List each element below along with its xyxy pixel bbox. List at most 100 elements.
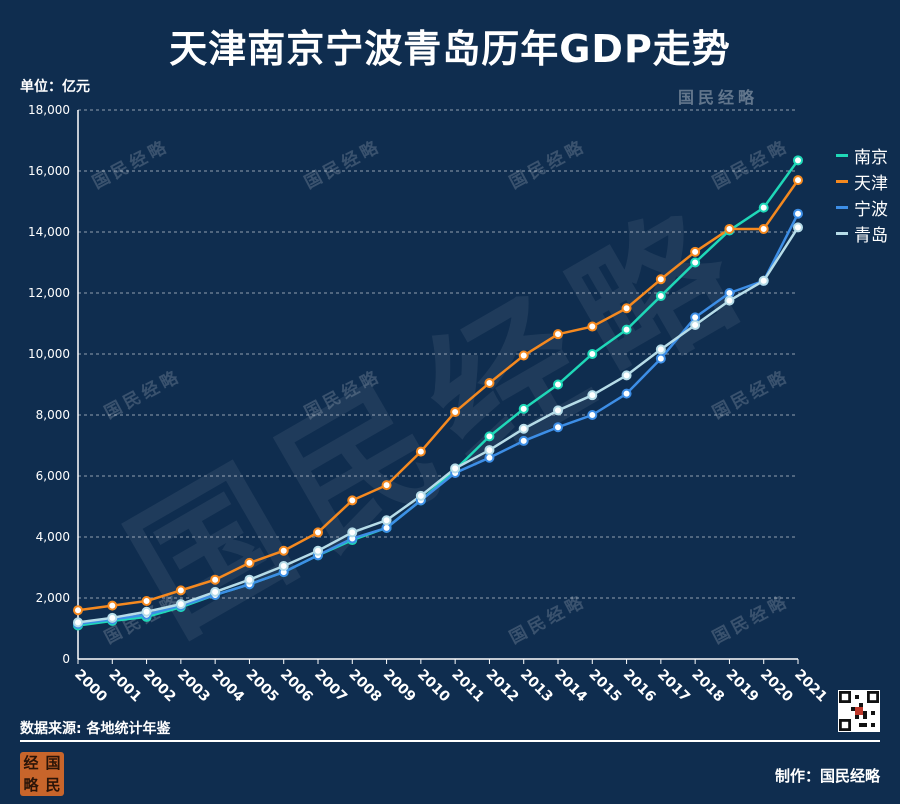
legend-label: 天津 (854, 173, 888, 194)
data-point (690, 246, 701, 257)
data-point (73, 617, 83, 628)
y-tick-label: 10,000 (28, 347, 70, 361)
qr-code (838, 690, 880, 732)
data-point (655, 353, 666, 364)
data-point (518, 435, 529, 446)
legend-swatch (836, 179, 848, 183)
data-point (141, 606, 152, 617)
data-point (415, 446, 426, 457)
data-point (313, 545, 323, 556)
data-point (587, 390, 598, 401)
data-point (313, 527, 323, 538)
unit-label: 单位：亿元 (20, 79, 90, 95)
y-tick-label: 8,000 (36, 408, 70, 422)
data-point (758, 275, 769, 286)
y-tick-label: 2,000 (36, 591, 70, 605)
data-point (587, 349, 598, 359)
y-tick-label: 0 (62, 652, 70, 666)
data-point (107, 612, 118, 623)
legend-swatch (836, 153, 848, 157)
data-point (621, 303, 632, 314)
credit-label: 制作：国民经略 (774, 767, 880, 785)
x-tick-label: 2012 (483, 667, 522, 706)
series-line (77, 179, 800, 612)
data-point (553, 379, 563, 390)
x-tick-label: 2010 (414, 667, 453, 706)
data-point (553, 405, 563, 416)
data-point (141, 596, 152, 607)
data-point (758, 223, 769, 234)
brand-watermark: 国民经略 (678, 88, 759, 107)
series-line (77, 159, 800, 627)
data-point (793, 175, 803, 186)
y-tick-label: 16,000 (28, 164, 70, 178)
legend-item: 宁波 (836, 194, 888, 220)
x-tick-label: 2003 (174, 667, 213, 706)
data-point (484, 377, 495, 388)
data-point (518, 423, 529, 434)
y-tick-label: 14,000 (28, 225, 70, 239)
x-tick-label: 2002 (140, 667, 179, 706)
data-point (621, 370, 632, 381)
data-point (278, 560, 289, 571)
data-point (621, 324, 632, 335)
x-tick-label: 2013 (517, 667, 556, 706)
y-tick-label: 18,000 (28, 103, 70, 117)
data-point (621, 388, 632, 399)
x-tick-label: 2000 (71, 667, 110, 706)
series-line (77, 213, 800, 626)
data-point (690, 320, 701, 331)
chart-title: 天津南京宁波青岛历年GDP走势 (169, 27, 731, 71)
data-point (415, 490, 426, 501)
legend-swatch (836, 231, 848, 235)
x-tick-label: 2005 (243, 667, 282, 706)
x-tick-label: 2020 (757, 667, 796, 706)
divider (20, 740, 880, 742)
data-point (724, 223, 735, 234)
data-point (793, 222, 803, 233)
brand-logo: 经国 略民 (20, 752, 64, 796)
data-point (484, 431, 495, 442)
legend-item: 青岛 (836, 220, 888, 246)
data-point (690, 257, 701, 268)
x-tick-label: 2011 (448, 667, 487, 706)
data-point (518, 350, 529, 361)
x-tick-label: 2001 (105, 667, 144, 706)
data-point (553, 329, 563, 340)
x-tick-label: 2019 (723, 667, 762, 706)
x-tick-label: 2006 (277, 667, 316, 706)
data-point (553, 422, 563, 433)
data-point (655, 291, 666, 302)
data-point (655, 274, 666, 285)
data-point (347, 495, 358, 506)
data-point (655, 344, 666, 355)
legend-label: 南京 (854, 147, 888, 168)
x-tick-label: 2017 (654, 667, 693, 706)
data-point (381, 480, 392, 491)
data-point (244, 574, 255, 585)
y-tick-label: 6,000 (36, 469, 70, 483)
data-point (175, 599, 186, 610)
data-point (244, 557, 255, 568)
data-point (587, 321, 598, 332)
data-point (210, 586, 221, 597)
series-line (77, 226, 800, 624)
data-point (758, 202, 769, 213)
data-point (793, 208, 803, 219)
x-tick-label: 2015 (585, 667, 624, 706)
data-point (518, 403, 529, 414)
legend-item: 南京 (836, 142, 888, 168)
x-tick-label: 2008 (345, 667, 384, 706)
legend-swatch (836, 205, 848, 209)
chart-legend: 南京天津 宁波青岛 (836, 142, 888, 246)
x-tick-label: 2021 (791, 667, 830, 706)
legend-label: 青岛 (854, 225, 888, 246)
x-tick-label: 2018 (688, 667, 727, 706)
data-point (210, 574, 221, 585)
data-point (450, 463, 461, 474)
data-point (484, 445, 495, 456)
data-point (73, 605, 83, 616)
data-point (278, 545, 289, 556)
legend-item: 天津 (836, 168, 888, 194)
